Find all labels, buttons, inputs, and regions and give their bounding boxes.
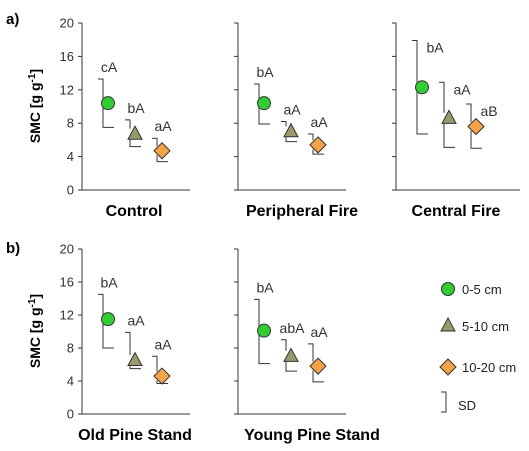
- point-10-20cm: [467, 117, 485, 136]
- sd-bar-lower: [285, 359, 297, 372]
- point-0-5cm: [415, 80, 429, 95]
- sd-bar-lower: [285, 135, 297, 143]
- significance-label: aA: [127, 312, 145, 328]
- significance-label: bA: [100, 274, 118, 290]
- chart-panels: 0 4 8 12 16 20 Control cA bA aA Peripheral Fire bA a…: [60, 16, 520, 445]
- significance-label: bA: [256, 279, 274, 295]
- point-10-20cm: [153, 367, 171, 385]
- significance-label: aA: [154, 336, 172, 352]
- sd-bar-upper: [308, 343, 314, 362]
- panel-young-pine-stand: Young Pine Stand bA abA aA: [234, 248, 380, 444]
- sd-bar-upper: [281, 339, 287, 351]
- point-5-10cm: [283, 347, 299, 362]
- y-tick-label: 8: [67, 116, 74, 131]
- panel-title: Young Pine Stand: [244, 427, 380, 444]
- y-axis-label-top: SMC [g g-1]: [27, 69, 43, 143]
- significance-label: bA: [426, 40, 444, 56]
- point-5-10cm: [283, 122, 299, 138]
- point-5-10cm: [127, 125, 143, 140]
- panel-peripheral-fire: Peripheral Fire bA aA aA: [234, 22, 358, 220]
- significance-label: bA: [127, 100, 145, 116]
- significance-label: abA: [280, 320, 306, 336]
- sd-bar-upper: [98, 78, 104, 99]
- legend-circle-marker: [441, 282, 455, 296]
- y-tick-label: 4: [67, 374, 74, 389]
- legend-sd-bracket: [441, 391, 447, 413]
- sd-bar-upper: [466, 103, 472, 123]
- point-5-10cm: [127, 351, 143, 367]
- y-tick-label: 20: [60, 16, 74, 31]
- sd-bar-lower: [102, 107, 114, 128]
- point-0-5cm: [101, 96, 115, 111]
- sd-bar-lower: [258, 107, 270, 125]
- sd-bar-lower: [312, 149, 324, 155]
- sd-bar-lower: [416, 91, 428, 135]
- panel-central-fire: Central Fire bA aA aB: [392, 22, 520, 220]
- y-tick-label: 16: [60, 49, 74, 64]
- legend-diamond-marker: [439, 358, 457, 376]
- point-0-5cm: [101, 312, 115, 327]
- significance-label: aA: [154, 118, 172, 134]
- significance-label: aA: [310, 324, 328, 340]
- significance-label: aB: [480, 103, 497, 119]
- y-tick-label: 16: [60, 275, 74, 290]
- sd-bar-upper: [439, 81, 445, 113]
- point-0-5cm: [257, 96, 271, 111]
- legend-label-0-5cm: 0-5 cm: [462, 282, 502, 297]
- legend: 0-5 cm 5-10 cm 10-20 cm SD: [439, 282, 516, 413]
- y-tick-label: 12: [60, 308, 74, 323]
- significance-label: aA: [283, 102, 301, 118]
- significance-label: aA: [310, 114, 328, 130]
- panel-title: Old Pine Stand: [78, 427, 192, 444]
- sd-bar-upper: [125, 119, 131, 129]
- sd-bar-upper: [152, 137, 158, 147]
- sd-bar-upper: [254, 83, 260, 99]
- sd-bar-upper: [412, 40, 418, 83]
- sd-bar-lower: [312, 370, 324, 383]
- significance-label: bA: [256, 64, 274, 80]
- y-tick-label: 0: [67, 183, 74, 198]
- panel-label-a: a): [6, 11, 19, 28]
- panel-label-b: b): [6, 240, 20, 257]
- sd-bar-lower: [129, 137, 141, 148]
- sd-bar-lower: [156, 380, 168, 384]
- sd-bar-upper: [308, 133, 314, 141]
- panel-title: Peripheral Fire: [246, 203, 358, 220]
- y-tick-label: 20: [60, 242, 74, 257]
- y-tick-label: 0: [67, 407, 74, 422]
- sd-bar-lower: [470, 131, 482, 149]
- sd-bar-lower: [156, 155, 168, 163]
- sd-bar-upper: [125, 331, 131, 356]
- sd-bar-lower: [258, 335, 270, 365]
- panel-title: Central Fire: [412, 203, 501, 220]
- point-10-20cm: [309, 136, 327, 154]
- legend-label-10-20cm: 10-20 cm: [462, 360, 516, 375]
- sd-bar-lower: [443, 121, 455, 148]
- significance-label: aA: [453, 81, 471, 97]
- sd-bar-upper: [98, 293, 104, 315]
- legend-label-sd: SD: [458, 398, 476, 413]
- point-0-5cm: [257, 323, 271, 338]
- sd-bar-lower: [102, 323, 114, 349]
- y-tick-label: 4: [67, 149, 74, 164]
- y-tick-label: 8: [67, 341, 74, 356]
- significance-label: cA: [101, 59, 118, 75]
- y-axis-label-bottom: SMC [g g-1]: [27, 294, 43, 368]
- point-5-10cm: [441, 109, 457, 124]
- panel-title: Control: [106, 203, 163, 220]
- legend-triangle-marker: [440, 316, 456, 332]
- sd-bar-upper: [152, 355, 158, 372]
- panel-old-pine-stand: 0 4 8 12 16 20 Old Pine Stand bA aA aA: [60, 242, 192, 445]
- point-10-20cm: [153, 142, 171, 160]
- sd-bar-upper: [254, 298, 260, 327]
- legend-label-5-10cm: 5-10 cm: [462, 319, 509, 334]
- sd-bar-upper: [281, 121, 287, 127]
- point-10-20cm: [309, 357, 327, 375]
- y-tick-label: 12: [60, 82, 74, 97]
- panel-control: 0 4 8 12 16 20 Control cA bA aA: [60, 16, 190, 220]
